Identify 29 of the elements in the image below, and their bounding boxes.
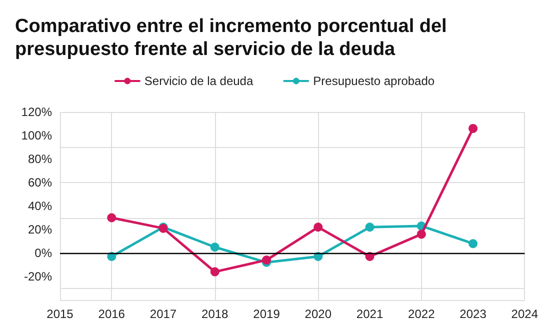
- y-tick-label: -20%: [24, 270, 52, 284]
- y-tick-label: 80%: [28, 152, 52, 166]
- point: [468, 239, 478, 248]
- point: [107, 213, 116, 222]
- y-tick-label: 100%: [21, 128, 52, 142]
- x-tick-label: 2015: [46, 307, 74, 321]
- point: [365, 222, 374, 232]
- x-tick-label: 2017: [150, 307, 177, 321]
- legend-label: Servicio de la deuda: [144, 74, 254, 88]
- x-tick-label: 2022: [408, 307, 436, 321]
- y-tick-label: 60%: [28, 176, 52, 190]
- y-tick-label: 120%: [21, 105, 52, 119]
- point: [210, 242, 220, 252]
- point: [314, 222, 323, 232]
- legend-label: Presupuesto aprobado: [313, 74, 435, 88]
- point: [416, 230, 426, 239]
- x-tick-label: 2020: [304, 307, 332, 321]
- y-tick-label: 20%: [28, 222, 52, 236]
- y-tick-label: 40%: [28, 199, 52, 213]
- x-tick-label: 2016: [98, 307, 126, 321]
- point: [468, 124, 478, 133]
- x-tick-label: 2024: [511, 307, 538, 321]
- x-tick-label: 2019: [253, 307, 280, 321]
- x-tick-label: 2021: [356, 307, 384, 321]
- chart-title: Comparativo entre el incremento porcentual del presupuesto frente al servicio de la deuda: [15, 16, 452, 60]
- y-tick-label: 0%: [34, 246, 52, 260]
- x-tick-label: 2018: [202, 307, 229, 321]
- x-tick-label: 2023: [460, 307, 487, 321]
- point: [210, 267, 220, 276]
